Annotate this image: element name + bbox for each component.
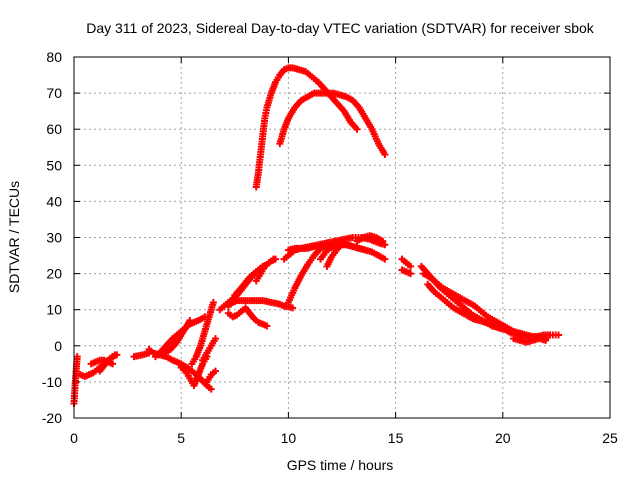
data-point: [407, 270, 415, 278]
data-point: [254, 266, 262, 274]
series-track-a: [70, 353, 81, 408]
data-point: [555, 331, 563, 339]
y-tick-label: 60: [46, 121, 62, 137]
y-tick-label: 30: [46, 230, 62, 246]
x-tick-label: 25: [602, 430, 618, 446]
x-tick-label: 15: [388, 430, 404, 446]
data-point: [263, 322, 271, 330]
y-tick-label: -10: [42, 374, 62, 390]
x-tick-label: 0: [70, 430, 78, 446]
data-point: [362, 246, 370, 254]
x-tick-label: 10: [281, 430, 297, 446]
grid-lines: [74, 57, 610, 418]
data-point: [381, 241, 389, 249]
data-point: [212, 367, 220, 375]
series-track-v: [323, 239, 348, 270]
x-tick-label: 20: [495, 430, 511, 446]
series-track-j: [188, 298, 217, 368]
y-tick-label: 50: [46, 157, 62, 173]
y-tick-label: -20: [42, 410, 62, 426]
y-axis-label: SDTVAR / TECUs: [6, 181, 22, 293]
data-markers: [70, 64, 563, 408]
series-track-ae: [276, 89, 389, 158]
data-point: [212, 335, 220, 343]
x-tick-labels: 0 5 10 15 20 25: [70, 430, 618, 446]
data-point: [73, 353, 81, 361]
data-point: [269, 255, 277, 263]
y-tick-labels: -20 -10 0 10 20 30 40 50 60 70 80: [42, 49, 62, 426]
series-track-k: [199, 335, 220, 364]
series-track-aa: [419, 270, 550, 343]
series-track-n: [224, 297, 297, 312]
x-axis-label: GPS time / hours: [287, 457, 394, 473]
series-track-w: [353, 232, 387, 245]
plot-frame: [73, 56, 611, 419]
data-point: [340, 239, 348, 247]
y-tick-label: 80: [46, 49, 62, 65]
series-track-l: [203, 367, 220, 386]
series-track-o: [224, 304, 271, 330]
series-track-ab: [424, 280, 563, 341]
y-tick-label: 40: [46, 193, 62, 209]
series-track-ac: [510, 335, 550, 346]
data-point: [207, 385, 215, 393]
data-point: [353, 125, 361, 133]
data-point: [186, 317, 194, 325]
data-point: [381, 255, 389, 263]
y-tick-label: 70: [46, 85, 62, 101]
series-track-q: [252, 255, 277, 285]
series-track-i: [177, 353, 211, 390]
y-tick-label: 0: [54, 338, 62, 354]
data-point: [542, 336, 550, 344]
data-point: [113, 351, 121, 359]
series-track-d: [96, 351, 121, 375]
y-tick-label: 20: [46, 266, 62, 282]
series-track-h: [160, 317, 194, 357]
chart-title: Day 311 of 2023, Sidereal Day-to-day VTE…: [86, 20, 595, 36]
series-track-x: [398, 255, 415, 270]
data-point: [289, 304, 297, 312]
data-point: [381, 150, 389, 158]
series-track-y: [398, 266, 415, 278]
data-point: [407, 262, 415, 270]
y-tick-label: 10: [46, 302, 62, 318]
data-point: [379, 237, 387, 245]
series-track-t: [284, 241, 331, 306]
x-tick-label: 5: [177, 430, 185, 446]
series-track-p: [231, 266, 262, 299]
data-point: [209, 298, 217, 306]
data-point: [109, 360, 117, 368]
series-track-ad: [252, 64, 361, 191]
